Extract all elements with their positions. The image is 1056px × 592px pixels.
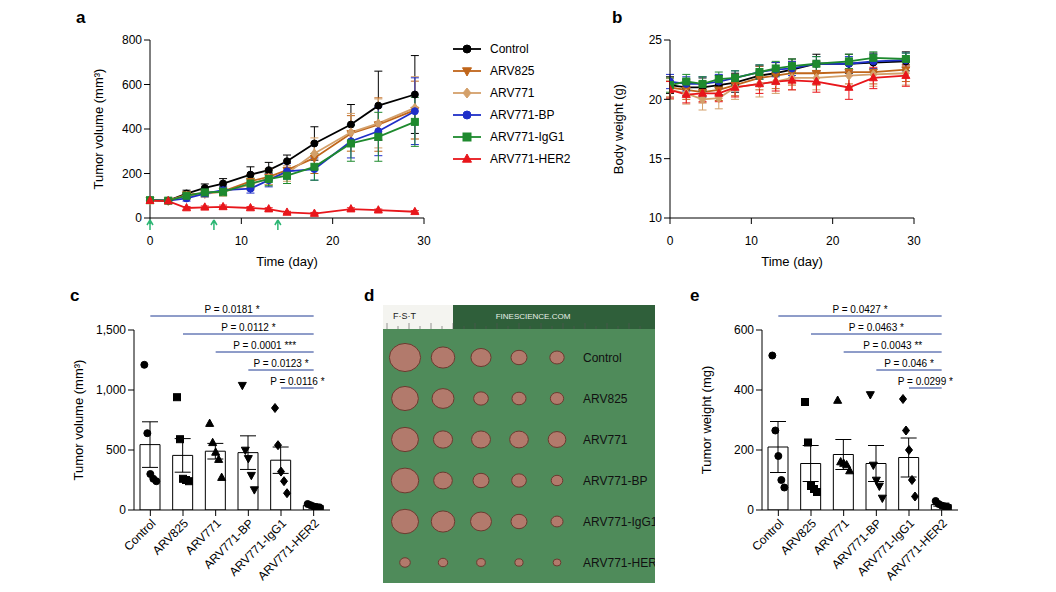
svg-text:30: 30 [417,234,431,248]
svg-text:0: 0 [667,234,674,248]
svg-text:20: 20 [326,234,340,248]
html-text:ARV825: ARV825 [490,64,535,78]
svg-text:Tumor weight (mg): Tumor weight (mg) [700,366,714,475]
html-text:ARV771-IgG1: ARV771-IgG1 [490,130,565,144]
svg-text:ARV771-HER2: ARV771-HER2 [255,516,322,583]
svg-text:P = 0.0043 **: P = 0.0043 ** [863,340,922,351]
svg-text:Tumor volume (mm³): Tumor volume (mm³) [72,360,86,481]
svg-text:ARV771-BP: ARV771-BP [201,516,257,572]
svg-text:P = 0.046 *: P = 0.046 * [884,358,934,369]
svg-text:ARV825: ARV825 [583,392,628,406]
svg-text:Tumor volume (mm³): Tumor volume (mm³) [91,69,106,190]
svg-text:P = 0.0181 *: P = 0.0181 * [204,304,259,315]
svg-text:P = 0.0427 *: P = 0.0427 * [832,304,887,315]
html-text:Control: Control [490,42,529,56]
svg-text:ARV825: ARV825 [149,516,192,558]
svg-text:ARV771-BP: ARV771-BP [829,516,885,572]
svg-text:Time (day): Time (day) [256,254,318,269]
svg-text:15: 15 [649,152,663,166]
svg-text:P = 0.0299 *: P = 0.0299 * [898,376,953,387]
svg-text:800: 800 [122,33,142,47]
svg-text:10: 10 [235,234,249,248]
html-text:b: b [612,8,623,27]
svg-text:600: 600 [734,323,754,337]
svg-text:Body weight (g): Body weight (g) [611,84,626,174]
svg-text:ARV771: ARV771 [810,516,852,558]
html-text:ARV771: ARV771 [490,86,535,100]
svg-text:1,000: 1,000 [96,383,126,397]
svg-text:Control: Control [583,351,622,365]
svg-text:500: 500 [106,443,126,457]
svg-text:400: 400 [734,383,754,397]
svg-text:ARV771-IgG1: ARV771-IgG1 [226,516,290,579]
svg-text:P = 0.0001 ***: P = 0.0001 *** [233,340,296,351]
svg-text:0: 0 [135,211,142,225]
svg-text:ARV771-IgG1: ARV771-IgG1 [854,516,918,579]
svg-text:ARV825: ARV825 [777,516,820,558]
svg-text:600: 600 [122,78,142,92]
svg-text:ARV771: ARV771 [182,516,224,558]
html-text:ARV771-HER2: ARV771-HER2 [490,152,571,166]
svg-text:200: 200 [734,443,754,457]
svg-text:Control: Control [749,516,787,554]
svg-text:10: 10 [649,211,663,225]
html-text:c: c [70,286,80,305]
svg-text:P = 0.0112 *: P = 0.0112 * [221,322,276,333]
svg-text:10: 10 [745,234,759,248]
svg-text:Control: Control [121,516,159,554]
svg-text:400: 400 [122,122,142,136]
svg-text:P = 0.0116 *: P = 0.0116 * [270,376,325,387]
svg-text:P = 0.0463 *: P = 0.0463 * [849,322,904,333]
svg-text:200: 200 [122,167,142,181]
html-text:e: e [690,286,700,305]
svg-text:P = 0.0123 *: P = 0.0123 * [253,358,308,369]
svg-text:Time (day): Time (day) [761,254,823,269]
svg-text:FINESCIENCE.COM: FINESCIENCE.COM [496,312,571,321]
html-text:d: d [364,286,375,305]
svg-text:1,500: 1,500 [96,323,126,337]
svg-text:ARV771-BP: ARV771-BP [583,474,647,488]
svg-text:0: 0 [747,503,754,517]
svg-text:ARV771-IgG1: ARV771-IgG1 [583,515,655,529]
svg-text:20: 20 [649,93,663,107]
svg-text:25: 25 [649,33,663,47]
svg-text:ARV771: ARV771 [583,433,628,447]
svg-text:0: 0 [147,234,154,248]
svg-text:0: 0 [119,503,126,517]
svg-text:30: 30 [907,234,921,248]
svg-text:20: 20 [826,234,840,248]
svg-text:F·S·T: F·S·T [393,311,416,321]
svg-text:ARV771-HER2: ARV771-HER2 [583,556,655,570]
html-text:ARV771-BP: ARV771-BP [490,108,555,122]
html-text:a: a [76,8,86,27]
svg-text:ARV771-HER2: ARV771-HER2 [883,516,950,583]
